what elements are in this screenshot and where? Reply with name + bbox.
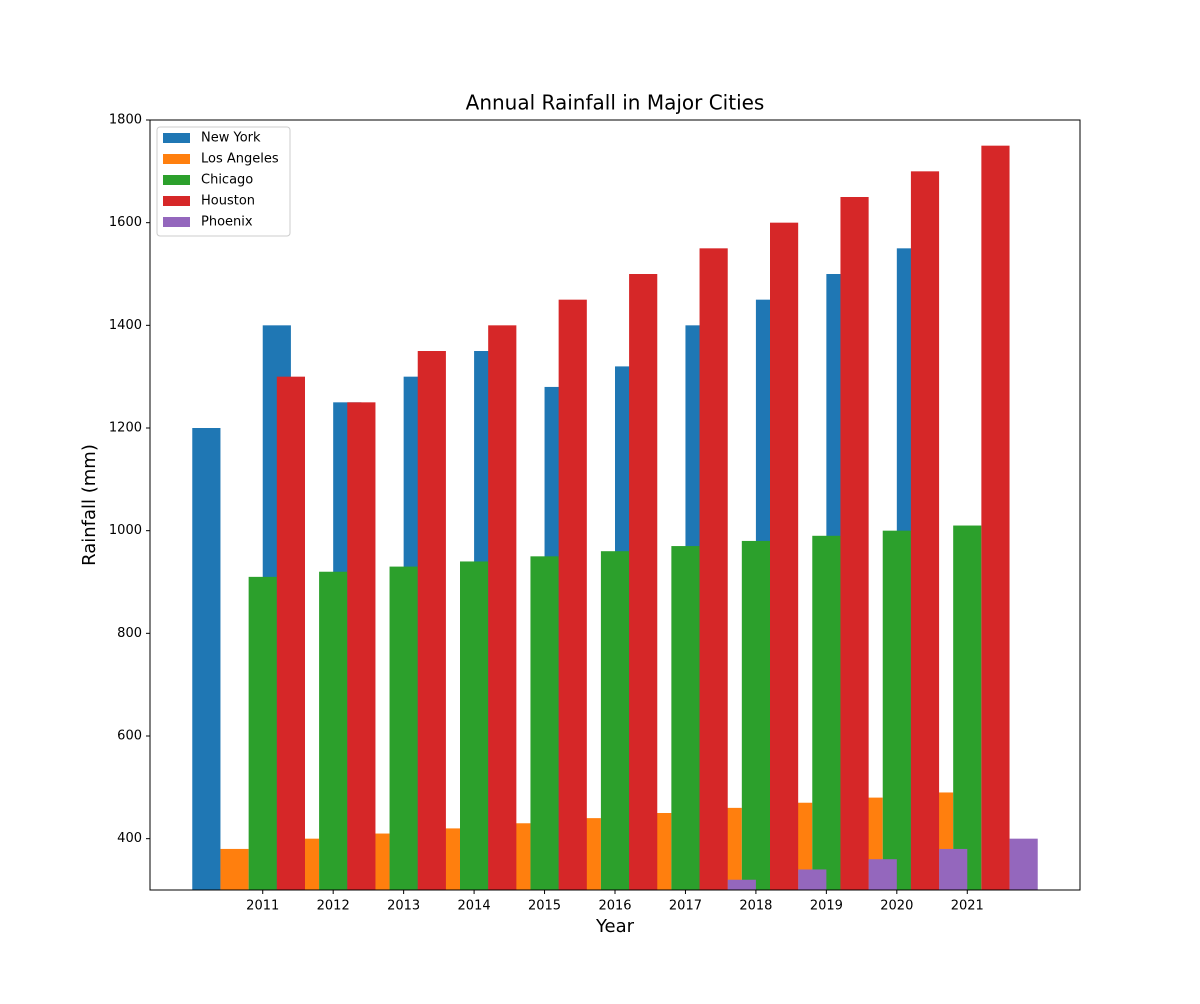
legend: New York Los Angeles Chicago Houston Phoenix xyxy=(156,126,291,237)
x-axis-label: Year xyxy=(595,916,635,937)
legend-swatch xyxy=(163,133,190,143)
chart-title: Annual Rainfall in Major Cities xyxy=(466,91,765,115)
x-tick-label: 2021 xyxy=(951,899,984,914)
bar xyxy=(220,848,249,890)
overlay: 400 600 800 1000 1200 1400 1600 1800 2011 2012 201… xyxy=(109,113,984,914)
bar xyxy=(600,551,630,890)
x-tick-label: 2015 xyxy=(528,899,561,914)
bar xyxy=(488,325,517,890)
bar xyxy=(798,869,827,890)
legend-swatch xyxy=(163,154,190,164)
bar xyxy=(347,402,376,890)
bar xyxy=(981,145,1010,890)
bar xyxy=(417,351,446,890)
bar xyxy=(671,546,700,890)
bar xyxy=(882,530,911,890)
legend-swatch xyxy=(163,196,190,206)
legend-swatch xyxy=(163,175,190,185)
bar xyxy=(699,248,728,890)
bar xyxy=(558,299,587,890)
y-tick-label: 1400 xyxy=(109,318,142,333)
y-tick-label: 800 xyxy=(117,626,142,641)
y-tick-label: 1600 xyxy=(109,215,142,230)
y-axis-label: Rainfall (mm) xyxy=(79,444,100,566)
legend-label: Houston xyxy=(201,194,255,209)
legend-label: Phoenix xyxy=(201,215,253,230)
x-tick-label: 2014 xyxy=(458,899,491,914)
x-tick-label: 2012 xyxy=(317,899,350,914)
bar xyxy=(910,171,940,890)
y-tick-label: 1200 xyxy=(109,421,142,436)
bar xyxy=(939,848,968,890)
bar xyxy=(953,525,982,890)
plot-area xyxy=(192,145,1038,890)
y-tick-label: 1000 xyxy=(109,523,142,538)
x-tick-label: 2017 xyxy=(669,899,702,914)
bar xyxy=(840,197,869,890)
x-tick-label: 2016 xyxy=(598,899,631,914)
bar xyxy=(276,376,305,890)
bar xyxy=(460,561,489,890)
x-tick-label: 2020 xyxy=(880,899,913,914)
legend-label: New York xyxy=(201,131,261,146)
y-tick-label: 1800 xyxy=(109,113,142,128)
bar xyxy=(727,879,756,890)
x-tick-label: 2013 xyxy=(387,899,420,914)
bar xyxy=(530,556,559,890)
bar xyxy=(770,222,799,890)
bar xyxy=(868,859,897,890)
bar xyxy=(741,540,770,890)
x-tick-label: 2019 xyxy=(810,899,843,914)
bar xyxy=(248,576,277,890)
bar xyxy=(389,566,418,890)
bar xyxy=(192,428,221,890)
bar xyxy=(1009,838,1038,890)
bar xyxy=(629,274,658,890)
y-tick-label: 400 xyxy=(117,831,142,846)
bar xyxy=(812,535,841,890)
bar xyxy=(319,571,348,890)
legend-label: Los Angeles xyxy=(201,152,279,167)
legend-box xyxy=(156,126,291,237)
y-tick-label: 600 xyxy=(117,729,142,744)
legend-label: Chicago xyxy=(201,173,253,188)
x-tick-label: 2011 xyxy=(246,899,279,914)
x-tick-label: 2018 xyxy=(739,899,772,914)
legend-swatch xyxy=(163,217,190,227)
